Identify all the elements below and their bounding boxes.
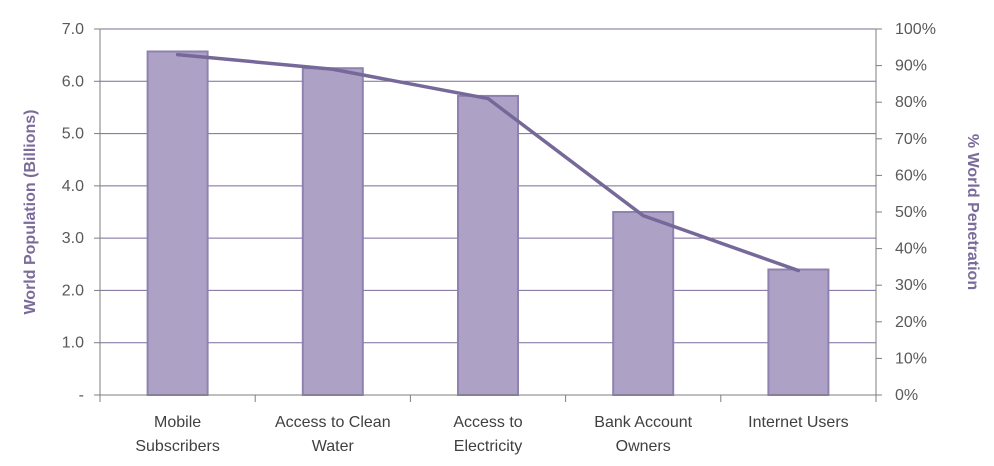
left-tick-label: 6.0: [62, 73, 84, 90]
left-tick-label: -: [79, 387, 84, 404]
right-tick-label: 50%: [895, 204, 927, 221]
right-axis-title: % World Penetration: [964, 134, 981, 290]
bar: [301, 67, 364, 396]
left-tick-label: 5.0: [62, 126, 84, 143]
line-point: [176, 53, 180, 57]
bar: [146, 50, 209, 397]
right-tick-label: 100%: [895, 21, 936, 38]
axes: [94, 28, 882, 402]
line-point: [796, 269, 800, 273]
left-tick-label: 7.0: [62, 21, 84, 38]
bar: [767, 268, 830, 396]
line-point: [641, 214, 645, 218]
left-axis-title: World Population (Billions): [22, 109, 39, 314]
category-label: Access to Clean Water: [275, 414, 391, 455]
right-tick-label: 80%: [895, 94, 927, 111]
right-tick-label: 20%: [895, 314, 927, 331]
right-tick-label: 90%: [895, 58, 927, 75]
bar-series: [146, 50, 830, 397]
category-label: Access to Electricity: [453, 414, 522, 455]
line-series: [175, 52, 801, 273]
left-axis-ticks: - 1.0 2.0 3.0 4.0 5.0 6.0 7.0: [62, 21, 84, 404]
right-tick-label: 60%: [895, 167, 927, 184]
right-tick-label: 10%: [895, 350, 927, 367]
left-tick-label: 3.0: [62, 230, 84, 247]
category-label: Bank Account Owners: [594, 414, 692, 455]
right-axis-ticks: 0% 10% 20% 30% 40% 50% 60% 70% 80% 90% 100%: [895, 21, 936, 404]
bar: [612, 211, 675, 396]
right-tick-label: 70%: [895, 131, 927, 148]
left-tick-label: 2.0: [62, 282, 84, 299]
line-point: [486, 97, 490, 101]
right-tick-label: 40%: [895, 241, 927, 258]
bar: [457, 94, 519, 396]
right-tick-label: 30%: [895, 277, 927, 294]
line-point: [331, 67, 335, 71]
category-label: Mobile Subscribers: [135, 414, 219, 455]
left-tick-label: 4.0: [62, 178, 84, 195]
left-tick-label: 1.0: [62, 335, 84, 352]
category-labels: Mobile Subscribers Access to Clean Water Acc…: [135, 414, 848, 455]
right-tick-label: 0%: [895, 387, 918, 404]
category-label: Internet Users: [748, 414, 848, 431]
